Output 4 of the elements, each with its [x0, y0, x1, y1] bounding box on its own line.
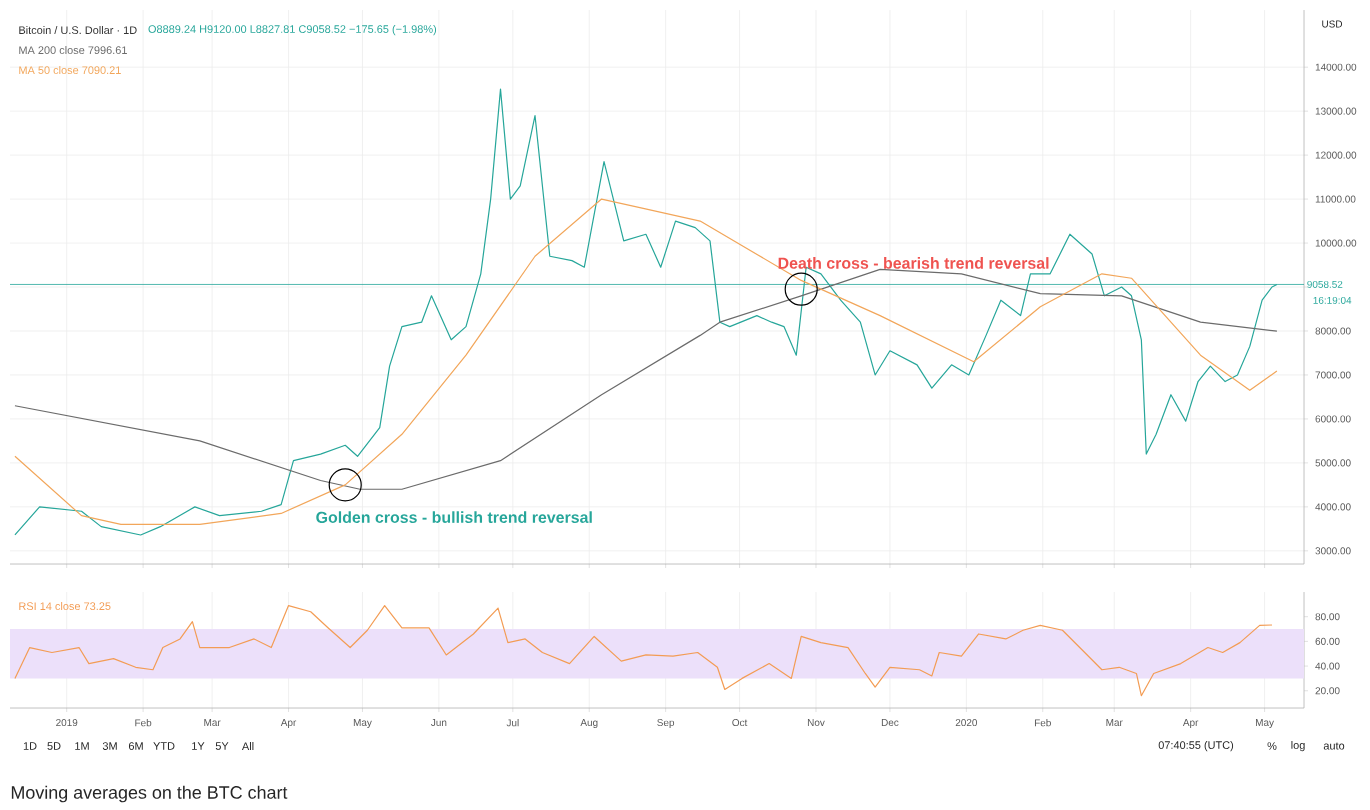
line-series [14, 268, 1278, 490]
line-series [14, 198, 1278, 526]
line-series [14, 604, 1273, 697]
text: Moving averages on the BTC chart [11, 785, 288, 803]
